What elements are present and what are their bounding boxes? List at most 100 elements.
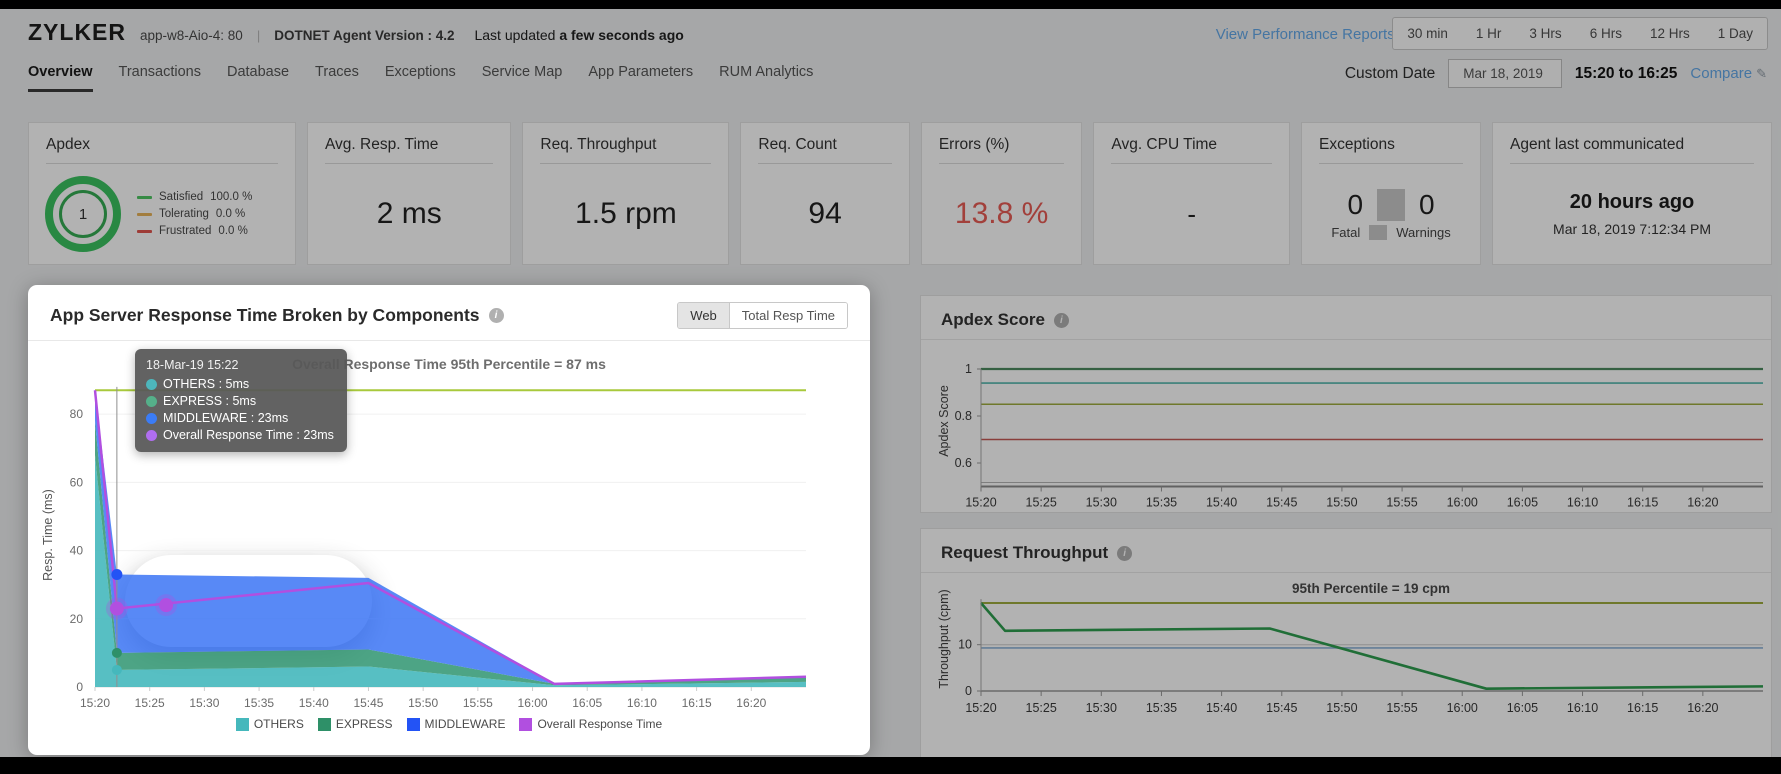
agent-last-communicated-timestamp: Mar 18, 2019 7:12:34 PM [1553,221,1712,237]
info-icon[interactable] [1117,545,1133,561]
card-title: Agent last communicated [1510,136,1685,153]
warnings-label: Warnings [1396,224,1451,240]
fatal-count: 0 [1347,188,1364,220]
divider [1377,188,1406,221]
svg-text:15:25: 15:25 [1026,701,1057,715]
card-title: Req. Throughput [540,136,657,153]
card-title: Exceptions [1319,136,1395,153]
legend-label: Satisfied [159,191,204,203]
range-3hrs[interactable]: 3 Hrs [1529,26,1562,41]
panel-title: Request Throughput [941,543,1133,563]
svg-text:60: 60 [70,475,84,489]
legend-value: 0.0 % [215,208,246,220]
legend-value: 100.0 % [210,191,253,203]
y-axis-label: Resp. Time (ms) [41,489,55,581]
request-throughput-chart[interactable]: 0 10 15:20 15:25 15:30 15:35 15:40 15:45 15:50 15… [921,529,1773,757]
range-6hrs[interactable]: 6 Hrs [1589,26,1622,41]
panel-title-text: Apdex Score [941,310,1045,329]
tab-traces[interactable]: Traces [315,64,359,80]
svg-text:15:55: 15:55 [1386,496,1417,510]
legend-others[interactable]: OTHERS [235,717,304,731]
tooltip-row: EXPRESS : 5ms [146,394,334,408]
tab-overview[interactable]: Overview [28,64,93,92]
legend-label: MIDDLEWARE [424,717,506,731]
tab-app-parameters[interactable]: App Parameters [588,64,694,80]
apdex-body: 1 Satisfied 100.0 % Tolerating 0.0 % Frust… [29,164,295,264]
range-1day[interactable]: 1 Day [1717,26,1753,41]
legend-label: EXPRESS [335,717,393,731]
warnings-count: 0 [1419,188,1435,220]
date-picker[interactable]: Mar 18, 2019 [1448,59,1562,88]
svg-text:15:35: 15:35 [1146,701,1177,715]
view-performance-reports-link[interactable]: View Performance Reports [1216,26,1409,43]
card-apdex: Apdex 1 Satisfied 100.0 % Tolerating 0.0 %… [28,122,296,265]
panel-title-text: App Server Response Time Broken by Compo… [50,305,480,325]
req-throughput-value: 1.5 rpm [575,197,677,230]
toggle-total-resp-time[interactable]: Total Resp Time [729,303,847,328]
legend-label: Tolerating [159,208,209,220]
legend-middleware[interactable]: MIDDLEWARE [406,717,506,731]
svg-text:16:05: 16:05 [572,696,602,710]
errors-value: 13.8 % [954,197,1049,230]
toggle-web[interactable]: Web [678,303,730,328]
percentile-annotation: Overall Response Time 95th Percentile = … [292,356,606,372]
card-title: Errors (%) [938,136,1010,153]
tab-exceptions[interactable]: Exceptions [384,64,456,80]
card-title: Avg. Resp. Time [325,136,439,153]
divider [1369,224,1388,240]
svg-text:0.6: 0.6 [955,456,972,470]
svg-text:16:15: 16:15 [682,696,712,710]
legend-overall-response-time[interactable]: Overall Response Time [519,717,662,731]
compare-link[interactable]: Compare [1690,65,1767,82]
tooltip-row: MIDDLEWARE : 23ms [146,411,334,425]
range-30min[interactable]: 30 min [1407,26,1448,41]
apdex-donut-value: 1 [59,190,107,238]
components-chart[interactable]: 0 20 40 60 80 15:20 15:25 15:30 15:35 15:40 15:45 1… [28,285,870,755]
tab-service-map[interactable]: Service Map [481,64,563,80]
card-avg-resp-time: Avg. Resp. Time 2 ms [307,122,512,265]
legend-label: Frustrated [159,225,212,237]
svg-text:15:25: 15:25 [135,696,165,710]
range-12hrs[interactable]: 12 Hrs [1649,26,1690,41]
others-swatch [235,717,249,731]
tooltip-row: Overall Response Time : 23ms [146,428,334,442]
chart-mode-toggle: Web Total Resp Time [677,302,848,329]
tooltip-text: OTHERS : 5ms [163,377,250,391]
series-dot-icon [146,412,157,424]
overall-swatch [519,717,533,731]
info-icon[interactable] [488,308,504,323]
chart-legend: OTHERS EXPRESS MIDDLEWARE Overall Respon… [28,717,870,731]
card-agent-last-communicated: Agent last communicated 20 hours ago Mar… [1492,122,1773,265]
svg-text:16:05: 16:05 [1507,496,1538,510]
svg-text:15:50: 15:50 [1326,701,1357,715]
panel-header: Request Throughput [921,529,1771,572]
svg-text:16:20: 16:20 [1687,496,1718,510]
svg-text:15:20: 15:20 [965,701,996,715]
last-updated-prefix: Last updated [474,27,556,43]
range-1hr[interactable]: 1 Hr [1475,26,1502,41]
last-updated-value: a few seconds ago [559,27,684,43]
panel-header: App Server Response Time Broken by Compo… [28,285,870,340]
last-updated: Last updated a few seconds ago [474,27,683,43]
tooltip-timestamp: 18-Mar-19 15:22 [146,358,239,372]
tab-transactions[interactable]: Transactions [118,64,201,80]
middleware-swatch [406,717,420,731]
svg-text:15:50: 15:50 [408,696,438,710]
legend-express[interactable]: EXPRESS [317,717,393,731]
series-dot-icon [146,378,157,390]
panel-request-throughput: Request Throughput 95th Percentile = 19 … [920,528,1772,757]
apdex-score-chart[interactable]: 1 0.8 0.6 15:20 15:25 15:30 15:35 15:40 15:45 15:… [921,296,1773,514]
svg-text:15:25: 15:25 [1026,496,1057,510]
svg-text:16:15: 16:15 [1627,701,1658,715]
frustrated-swatch [137,229,152,233]
tab-rum-analytics[interactable]: RUM Analytics [719,64,814,80]
svg-text:80: 80 [70,407,84,421]
panel-header: Apdex Score [921,296,1771,339]
info-icon[interactable] [1053,312,1069,328]
svg-text:16:05: 16:05 [1507,701,1538,715]
svg-text:15:55: 15:55 [1386,701,1417,715]
tab-database[interactable]: Database [226,64,290,80]
chart-tooltip: 18-Mar-19 15:22 OTHERS : 5ms EXPRESS : 5… [135,349,347,452]
